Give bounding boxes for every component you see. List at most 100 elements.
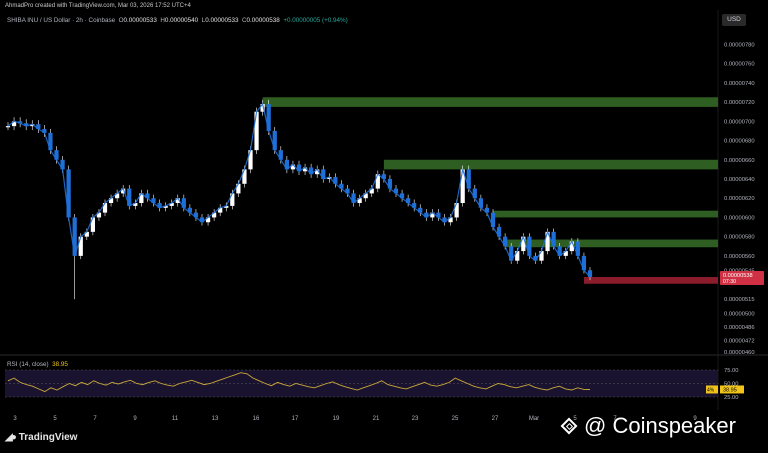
time-tick-label: 17 xyxy=(292,416,299,422)
candle-body xyxy=(302,167,308,172)
price-tick-label: 0.00000680 xyxy=(724,139,755,145)
candle-body xyxy=(418,207,423,213)
candle-body xyxy=(539,251,544,261)
candle-body xyxy=(254,111,259,151)
coinspeaker-watermark: @ Coinspeaker xyxy=(560,413,736,439)
rsi-value-badge xyxy=(720,385,744,394)
candle-body xyxy=(369,188,374,194)
candle-body xyxy=(193,212,199,218)
candle-body xyxy=(278,150,283,160)
price-series xyxy=(5,99,593,300)
candle-body xyxy=(430,212,435,218)
coinspeaker-logo-icon xyxy=(560,417,578,435)
candle-body xyxy=(284,159,289,170)
candle-body xyxy=(108,198,114,204)
candle-body xyxy=(357,198,362,204)
candle-body xyxy=(157,203,162,208)
price-tick-label: 0.00000486 xyxy=(724,325,755,331)
candle-body xyxy=(393,188,399,194)
candle-body xyxy=(72,217,77,256)
time-tick-label: 19 xyxy=(333,416,340,422)
time-axis: 3 5 7 9 11 13 16 17 19 21 23 25 27 Mar 5 7 9 xyxy=(13,416,697,422)
candle-body xyxy=(321,169,326,179)
time-tick-label: 9 xyxy=(133,416,137,422)
price-tick-label: 0.00000600 xyxy=(724,215,755,221)
time-tick-label: 27 xyxy=(492,416,499,422)
candle-body xyxy=(587,270,593,278)
candle-body xyxy=(490,212,496,228)
candle-body xyxy=(533,255,538,261)
candle-body xyxy=(527,236,532,256)
candle-body xyxy=(454,203,459,218)
candle-body xyxy=(133,203,138,206)
candle-body xyxy=(236,183,241,194)
time-tick-label: 13 xyxy=(212,416,219,422)
brand-label: TradingView xyxy=(18,432,78,443)
watermark-label: @ Coinspeaker xyxy=(584,413,736,438)
candle-body xyxy=(399,193,405,199)
candle-body xyxy=(509,246,514,261)
candle-body xyxy=(381,174,386,179)
price-tick-label: 0.00000460 xyxy=(724,350,755,356)
price-tick-label: 0.00000780 xyxy=(724,42,755,48)
candle-body xyxy=(551,231,556,247)
chart-credit: AhmadPro created with TradingView.com, M… xyxy=(5,3,191,9)
symbol-ohlc-legend: SHIBA INU / US Dollar · 2h · Coinbase O0… xyxy=(7,17,348,24)
candle-body xyxy=(581,255,587,271)
candle-body xyxy=(496,227,502,237)
candle-body xyxy=(375,174,380,189)
candle-body xyxy=(515,251,520,261)
price-tick-label: 0.00000640 xyxy=(724,177,755,183)
candle-body xyxy=(351,193,356,204)
low-value: 0.00000533 xyxy=(205,17,239,24)
rsi-pct-label: 4% xyxy=(707,387,715,393)
candle-body xyxy=(448,217,453,223)
candle-body xyxy=(339,183,344,189)
candle-body xyxy=(387,178,393,189)
candle-body xyxy=(266,104,271,131)
candle-body xyxy=(205,217,211,223)
time-tick-label: 25 xyxy=(452,416,459,422)
candle-body xyxy=(296,164,302,172)
last-price-label: 0.00000538 xyxy=(723,273,753,279)
grid xyxy=(0,10,768,410)
resistance-zone xyxy=(383,159,718,170)
candle-body xyxy=(327,177,332,179)
price-tick-label: 0.00000580 xyxy=(724,235,755,241)
tradingview-brand[interactable]: ◢● TradingView xyxy=(5,432,77,443)
zones xyxy=(262,97,718,284)
last-price-badge xyxy=(720,271,764,286)
rsi-line xyxy=(7,372,591,393)
close-line xyxy=(7,102,591,278)
candle-body xyxy=(18,121,23,124)
candle-body xyxy=(175,198,180,204)
resistance-zone xyxy=(505,239,718,248)
candle-body xyxy=(345,188,350,194)
candle-body xyxy=(406,198,411,204)
candle-body xyxy=(545,231,550,252)
candle-body xyxy=(66,169,71,218)
candle-body xyxy=(60,159,65,170)
resistance-zone xyxy=(493,210,718,218)
time-tick-label: 3 xyxy=(13,416,17,422)
price-axis: 0.00000780 0.00000760 0.00000740 0.00000720… xyxy=(720,42,764,356)
candle-body xyxy=(248,150,253,170)
candle-body xyxy=(36,124,41,130)
rsi-tick-label: 75.00 xyxy=(724,368,739,374)
time-tick-label: 7 xyxy=(613,416,617,422)
time-tick-label: 23 xyxy=(412,416,419,422)
price-tick-label: 0.00000500 xyxy=(724,312,755,318)
rsi-pane: 75.00 50.00 25.00 4% 38.95 xyxy=(5,368,744,401)
time-tick-label: Mar xyxy=(529,416,539,422)
currency-button[interactable]: USD xyxy=(722,14,746,26)
candle-body xyxy=(521,236,526,252)
candle-body xyxy=(436,212,441,218)
rsi-value-label: 38.95 xyxy=(723,387,737,393)
rsi-legend: RSI (14, close) 38.95 xyxy=(7,361,68,368)
candle-body xyxy=(127,188,132,206)
change-value: +0.00000005 (+0.94%) xyxy=(283,17,348,24)
candle-body xyxy=(102,203,108,213)
candle-body xyxy=(139,193,144,204)
candle-body xyxy=(84,231,89,237)
